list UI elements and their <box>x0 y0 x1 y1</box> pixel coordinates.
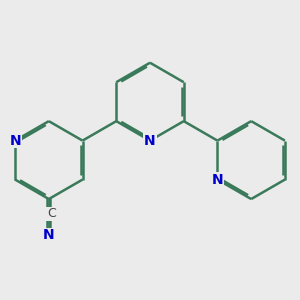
Text: C: C <box>47 207 56 220</box>
Text: N: N <box>144 134 156 148</box>
Text: N: N <box>212 172 223 187</box>
Text: N: N <box>43 228 55 242</box>
Text: N: N <box>9 134 21 148</box>
